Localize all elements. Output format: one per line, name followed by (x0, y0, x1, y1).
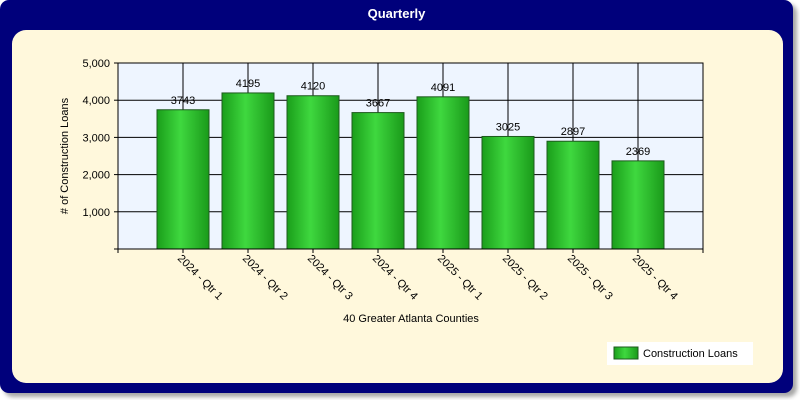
y-tick-label: 3,000 (82, 132, 110, 144)
data-labels: 3743 4195 4120 3667 4091 3025 2897 2369 (171, 78, 650, 158)
x-tick-label: 2024 - Qtr 3 (305, 253, 355, 303)
bar (416, 96, 470, 250)
data-label: 4195 (236, 78, 260, 90)
data-label: 3743 (171, 95, 195, 107)
x-tick-label: 2025 - Qtr 1 (435, 253, 485, 303)
legend: Construction Loans (607, 342, 753, 365)
x-tick-label: 2025 - Qtr 4 (630, 253, 680, 303)
data-label: 2369 (626, 146, 650, 158)
y-tick-labels: 1,000 2,000 3,000 4,000 5,000 (82, 58, 110, 219)
x-tick-labels: 2024 - Qtr 1 2024 - Qtr 2 2024 - Qtr 3 2024… (175, 253, 680, 303)
bar (221, 92, 275, 250)
data-label: 4120 (301, 81, 325, 93)
data-label: 4091 (431, 82, 455, 94)
chart-window-title: Quarterly (367, 6, 426, 21)
x-tick-label: 2024 - Qtr 4 (370, 253, 420, 303)
y-axis-label: # of Construction Loans (59, 97, 71, 214)
x-tick-label: 2024 - Qtr 2 (240, 253, 290, 303)
y-tick-label: 2,000 (82, 170, 110, 182)
x-tick-label: 2025 - Qtr 2 (500, 253, 550, 303)
x-tick-label: 2025 - Qtr 3 (565, 253, 615, 303)
data-label: 3667 (366, 98, 390, 110)
legend-label: Construction Loans (643, 348, 738, 360)
bar (611, 160, 665, 250)
bar (286, 95, 340, 250)
bar-series (156, 92, 665, 250)
plot-area (118, 63, 703, 249)
x-axis-label: 40 Greater Atlanta Counties (343, 313, 479, 325)
legend-box (607, 342, 753, 365)
bar (481, 135, 535, 250)
data-label: 3025 (496, 121, 520, 133)
plot-border (117, 62, 704, 250)
data-label: 2897 (561, 126, 585, 138)
y-tick-label: 4,000 (82, 95, 110, 107)
legend-swatch (613, 346, 639, 360)
axes (114, 62, 704, 253)
bar (546, 140, 600, 250)
y-tick-label: 1,000 (82, 207, 110, 219)
bar (351, 112, 405, 250)
bar (156, 109, 210, 250)
y-tick-label: 5,000 (82, 58, 110, 70)
x-tick-label: 2024 - Qtr 1 (175, 253, 225, 303)
